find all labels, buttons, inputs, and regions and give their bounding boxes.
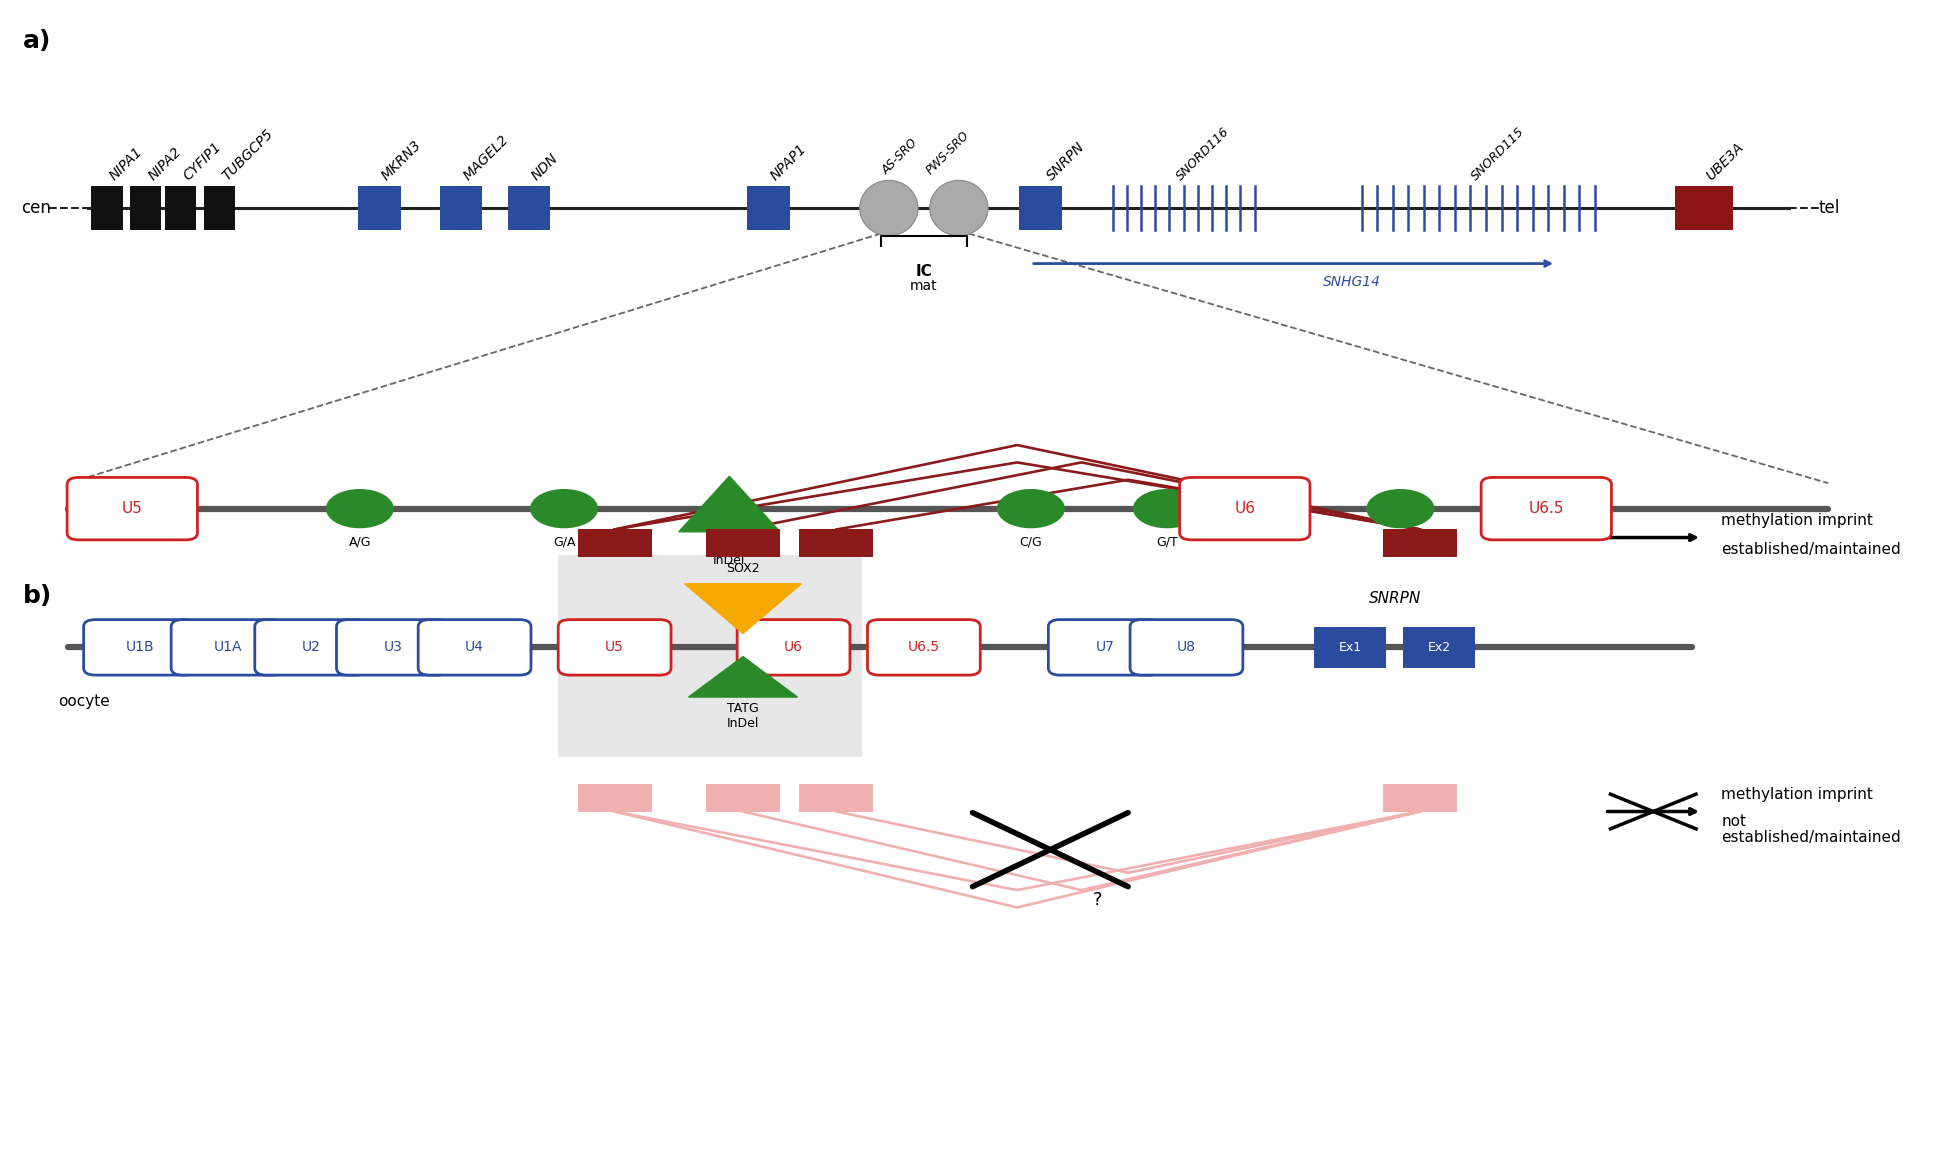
FancyBboxPatch shape	[508, 186, 550, 230]
Text: A/G: A/G	[348, 535, 371, 548]
Text: methylation imprint: methylation imprint	[1721, 787, 1873, 802]
Text: cen: cen	[21, 199, 51, 217]
Text: U5: U5	[123, 502, 142, 516]
FancyBboxPatch shape	[578, 529, 652, 557]
FancyBboxPatch shape	[255, 620, 368, 675]
FancyBboxPatch shape	[737, 620, 850, 675]
Text: established/maintained: established/maintained	[1721, 542, 1900, 557]
FancyBboxPatch shape	[1130, 620, 1243, 675]
FancyBboxPatch shape	[1404, 627, 1474, 668]
Text: U7: U7	[1095, 640, 1114, 654]
Ellipse shape	[860, 180, 918, 236]
Text: oocyte: oocyte	[58, 694, 111, 709]
Text: methylation imprint: methylation imprint	[1721, 513, 1873, 528]
FancyBboxPatch shape	[440, 186, 482, 230]
FancyBboxPatch shape	[171, 620, 284, 675]
Text: C/T: C/T	[1391, 535, 1410, 548]
FancyBboxPatch shape	[91, 186, 123, 230]
Ellipse shape	[930, 180, 988, 236]
Polygon shape	[679, 476, 780, 532]
FancyBboxPatch shape	[867, 620, 980, 675]
FancyBboxPatch shape	[1383, 784, 1457, 812]
Text: AS-SRO: AS-SRO	[879, 136, 920, 177]
FancyBboxPatch shape	[165, 186, 196, 230]
Text: established/maintained: established/maintained	[1721, 830, 1900, 845]
Text: SNRPN: SNRPN	[1044, 139, 1087, 183]
Text: TUBGCP5: TUBGCP5	[220, 126, 276, 183]
FancyBboxPatch shape	[706, 784, 780, 812]
Text: TATG
InDel: TATG InDel	[714, 539, 745, 566]
FancyBboxPatch shape	[578, 784, 652, 812]
FancyBboxPatch shape	[1383, 529, 1457, 557]
FancyBboxPatch shape	[799, 529, 873, 557]
Text: U1B: U1B	[126, 640, 154, 654]
Text: SNORD116: SNORD116	[1175, 125, 1231, 183]
Text: Ex1: Ex1	[1338, 640, 1361, 654]
FancyBboxPatch shape	[418, 620, 531, 675]
Text: NPAP1: NPAP1	[768, 141, 809, 183]
Text: tel: tel	[1819, 199, 1840, 217]
Text: U5: U5	[605, 640, 624, 654]
Text: NDN: NDN	[529, 150, 560, 183]
FancyBboxPatch shape	[1315, 627, 1385, 668]
FancyBboxPatch shape	[336, 620, 449, 675]
Text: U3: U3	[383, 640, 403, 654]
FancyBboxPatch shape	[358, 186, 401, 230]
Text: U4: U4	[465, 640, 484, 654]
Text: MKRN3: MKRN3	[379, 138, 424, 183]
FancyBboxPatch shape	[84, 620, 196, 675]
Text: SNHG14: SNHG14	[1323, 275, 1381, 289]
FancyBboxPatch shape	[68, 477, 198, 540]
Text: b): b)	[23, 584, 53, 608]
FancyBboxPatch shape	[558, 555, 862, 757]
Text: InDel: InDel	[727, 717, 759, 729]
Text: PWS-SRO: PWS-SRO	[924, 128, 972, 177]
Text: SOX2: SOX2	[725, 562, 760, 575]
Polygon shape	[685, 584, 801, 633]
FancyBboxPatch shape	[1179, 477, 1311, 540]
Text: ?: ?	[1093, 891, 1103, 910]
FancyBboxPatch shape	[1048, 620, 1161, 675]
Text: U1A: U1A	[214, 640, 241, 654]
Ellipse shape	[996, 489, 1066, 528]
FancyBboxPatch shape	[747, 186, 790, 230]
Text: not: not	[1721, 814, 1747, 829]
FancyBboxPatch shape	[799, 784, 873, 812]
Text: SNRPN: SNRPN	[1369, 591, 1420, 606]
Text: mat: mat	[910, 279, 937, 292]
Text: SNORD115: SNORD115	[1468, 125, 1527, 183]
FancyBboxPatch shape	[204, 186, 235, 230]
FancyBboxPatch shape	[130, 186, 161, 230]
Text: U2: U2	[301, 640, 321, 654]
Text: G/T: G/T	[1155, 535, 1179, 548]
FancyBboxPatch shape	[558, 620, 671, 675]
Text: U6.5: U6.5	[1529, 502, 1564, 516]
Ellipse shape	[529, 489, 597, 528]
Text: U8: U8	[1177, 640, 1196, 654]
Text: C/G: C/G	[1019, 535, 1043, 548]
Polygon shape	[689, 657, 797, 697]
Text: Ex2: Ex2	[1428, 640, 1451, 654]
Ellipse shape	[1365, 489, 1433, 528]
FancyBboxPatch shape	[1019, 186, 1062, 230]
FancyBboxPatch shape	[1482, 477, 1610, 540]
Text: NIPA2: NIPA2	[146, 144, 185, 183]
Text: UBE3A: UBE3A	[1704, 140, 1747, 183]
Ellipse shape	[325, 489, 393, 528]
Text: U6: U6	[1235, 502, 1255, 516]
FancyBboxPatch shape	[706, 529, 780, 557]
Text: MAGEL2: MAGEL2	[461, 132, 512, 183]
Text: U6.5: U6.5	[908, 640, 939, 654]
Text: TATG: TATG	[727, 702, 759, 714]
FancyBboxPatch shape	[1675, 186, 1733, 230]
Text: IC: IC	[916, 264, 932, 279]
Ellipse shape	[1132, 489, 1200, 528]
Text: a): a)	[23, 29, 53, 53]
Text: U6: U6	[784, 640, 803, 654]
Text: CYFIP1: CYFIP1	[181, 139, 224, 183]
Text: NIPA1: NIPA1	[107, 144, 146, 183]
Text: G/A: G/A	[552, 535, 576, 548]
